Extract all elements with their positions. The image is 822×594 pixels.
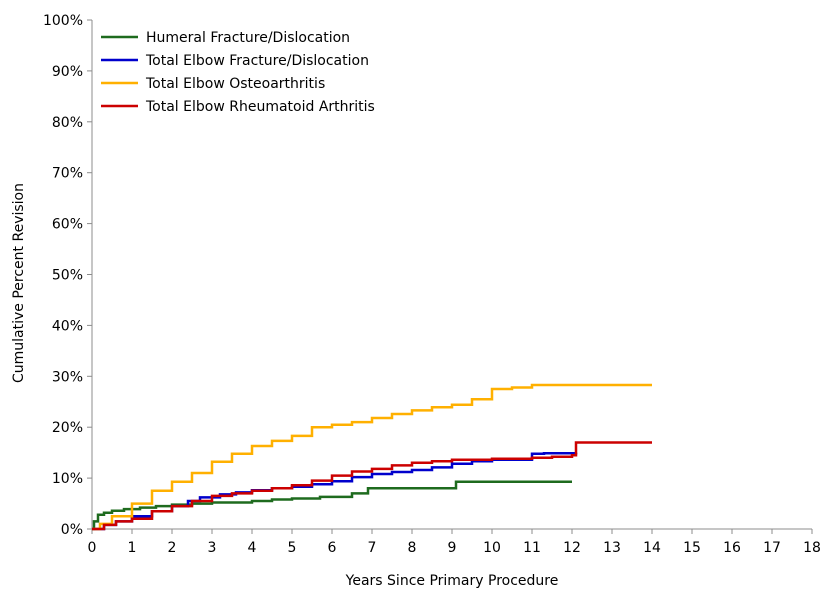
y-tick-label: 30% — [52, 369, 83, 385]
series-line-1 — [92, 480, 572, 531]
x-tick-label: 12 — [563, 540, 581, 556]
legend-label: Total Elbow Fracture/Dislocation — [145, 53, 369, 69]
y-tick-label: 10% — [52, 471, 83, 487]
y-tick-label: 90% — [52, 64, 83, 80]
y-tick-label: 70% — [52, 166, 83, 182]
x-tick-label: 10 — [483, 540, 501, 556]
y-axis-title: Cumulative Percent Revision — [11, 183, 27, 383]
y-tick-label: 100% — [43, 13, 83, 29]
x-tick-label: 0 — [88, 540, 97, 556]
y-tick-label: 20% — [52, 420, 83, 436]
x-axis-title: Years Since Primary Procedure — [345, 573, 559, 589]
x-tick-label: 6 — [328, 540, 337, 556]
x-tick-label: 2 — [168, 540, 177, 556]
x-tick-label: 5 — [288, 540, 297, 556]
x-tick-label: 1 — [128, 540, 137, 556]
legend-label: Total Elbow Rheumatoid Arthritis — [145, 99, 375, 115]
x-tick-label: 15 — [683, 540, 701, 556]
y-axis-ticks: 0% 10% 20% 30% 40% 50% 60% 70% 80% 90% 100% — [43, 13, 92, 538]
x-tick-label: 8 — [408, 540, 417, 556]
legend-label: Total Elbow Osteoarthritis — [145, 76, 325, 92]
x-tick-label: 11 — [523, 540, 541, 556]
series-line-3 — [92, 383, 652, 531]
y-tick-label: 40% — [52, 318, 83, 334]
x-tick-label: 3 — [208, 540, 217, 556]
y-tick-label: 60% — [52, 217, 83, 233]
x-tick-label: 17 — [763, 540, 781, 556]
series-lines — [92, 383, 652, 531]
axes — [91, 20, 812, 530]
x-tick-label: 7 — [368, 540, 377, 556]
y-tick-label: 80% — [52, 115, 83, 131]
x-tick-label: 16 — [723, 540, 741, 556]
x-tick-label: 14 — [643, 540, 661, 556]
y-tick-label: 50% — [52, 268, 83, 284]
legend: Humeral Fracture/Dislocation Total Elbow … — [101, 30, 375, 115]
series-line-4 — [92, 441, 652, 531]
x-tick-label: 4 — [248, 540, 257, 556]
legend-label: Humeral Fracture/Dislocation — [146, 30, 350, 46]
x-tick-label: 9 — [448, 540, 457, 556]
y-tick-label: 0% — [61, 522, 83, 538]
x-tick-label: 13 — [603, 540, 621, 556]
x-tick-label: 18 — [803, 540, 821, 556]
x-axis-ticks: 0 1 2 3 4 5 6 7 8 9 10 11 12 13 14 15 16 17 18 — [88, 529, 821, 556]
